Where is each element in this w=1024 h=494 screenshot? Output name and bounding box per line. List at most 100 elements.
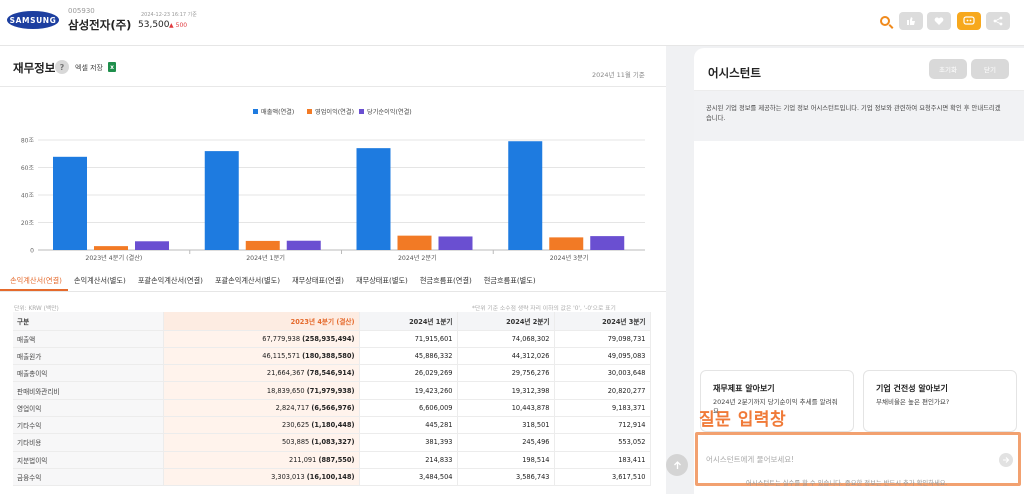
close-button[interactable]: 닫기 [971,59,1009,79]
reset-button[interactable]: 초기화 [929,59,967,79]
search-icon [880,16,890,26]
scroll-top-button[interactable] [666,454,688,476]
tab-statement[interactable]: 손익계산서(별도) [73,276,126,285]
divider [694,90,1024,91]
cell-value: 198,514 [457,451,555,469]
scope-note: *단위 기준 소수점 생략 자리 이하의 값은 '0', '-0'으로 표기 [472,306,616,312]
table-row: 기타수익 230,625 (1,180,448) 445,281 318,501 712… [13,416,651,435]
row-label: 금융수익 [13,468,164,487]
column-header: 2024년 2분기 [457,312,555,331]
suggestion-title: 재무제표 알아보기 [713,384,775,393]
search-button[interactable] [876,12,894,30]
x-tick-label: 2024년 2분기 [398,254,437,262]
ai-assistant-icon [963,16,975,25]
y-tick-label: 80조 [21,138,35,145]
legend-label: 당기순이익(연결) [367,108,412,116]
assistant-intro: 공시된 기업 정보를 제공하는 기업 정보 어시스턴트입니다. 기업 정보와 관… [706,105,1001,122]
cell-value: 29,756,276 [457,364,555,383]
cell-value: 712,914 [554,416,651,435]
y-tick-label: 60조 [21,165,35,172]
cell-annual-value: (16,100,148) [306,473,355,482]
bar [94,246,128,250]
cell-value: 211,091 (887,550) [163,451,360,469]
up-arrow-icon: ▲ [169,22,174,29]
cell-value: 18,839,650 (71,979,938) [163,381,360,400]
cell-quarter-value: 46,115,571 [262,351,301,360]
tab-statement[interactable]: 손익계산서(연결) [0,272,68,291]
as-of-date: 2024년 11월 기준 [592,71,645,79]
y-tick-label: 0 [30,248,34,255]
cell-value: 6,606,009 [359,399,458,417]
cell-annual-value: (78,546,914) [306,369,355,378]
cell-value: 20,820,277 [554,381,651,400]
arrow-up-icon [673,460,681,469]
y-tick-label: 40조 [21,193,35,200]
x-tick-label: 2023년 4분기 (결산) [85,254,142,262]
tab-statement[interactable]: 재무상태표(연결) [292,276,344,285]
suggestion-card-financials[interactable]: 재무제표 알아보기 2024년 2분기까지 당기순이익 추세를 알려줘요 [700,370,854,432]
cell-annual-value: (180,388,580) [302,351,355,360]
bar [286,240,321,250]
cell-value: 45,886,332 [359,347,458,366]
cell-value: 3,586,743 [457,468,555,487]
legend-label: 영업이익(연결) [315,108,354,116]
column-header: 구분 [13,312,164,331]
assistant-title: 어시스턴트 [708,66,761,80]
chat-input[interactable] [706,449,1002,469]
bar [590,236,625,250]
company-logo: SAMSUNG [7,11,59,29]
cell-value: 381,393 [359,433,458,452]
cell-value: 2,824,717 (6,566,976) [163,399,360,417]
excel-download-button[interactable]: 엑셀 저장 [75,64,103,72]
row-label: 기타수익 [13,416,164,435]
send-button[interactable] [999,453,1013,467]
price-change-value: 500 [175,22,188,29]
suggestion-card-soundness[interactable]: 기업 건전성 알아보기 부채비율은 높은 편인가요? [863,370,1017,432]
legend-label: 매출액(연결) [261,108,294,116]
tab-statement[interactable]: 포괄손익계산서(연결) [137,276,203,285]
stock-price: 53,500 [138,20,170,30]
x-tick-label: 2024년 3분기 [550,254,589,262]
assistant-disclaimer: 어시스턴트는 실수를 할 수 있습니다. 중요한 정보는 반드시 추가 확인하세… [746,480,948,487]
thumb-up-icon [907,17,915,25]
tab-statement[interactable]: 포괄손익계산서(별도) [214,276,281,285]
cell-value: 21,664,367 (78,546,914) [163,364,360,383]
cell-value: 10,443,878 [457,399,555,417]
send-icon [1003,457,1010,463]
tab-statement[interactable]: 현금흐름표(별도) [483,276,536,285]
excel-icon[interactable]: x [108,62,116,72]
bar [204,151,239,250]
share-button[interactable] [986,12,1010,30]
table-row: 영업이익 2,824,717 (6,566,976) 6,606,009 10,443… [13,399,651,417]
cell-value: 3,303,013 (16,100,148) [163,468,360,487]
legend-swatch [253,109,258,114]
divider [0,86,666,87]
tab-statement[interactable]: 재무상태표(별도) [355,276,408,285]
help-icon[interactable]: ? [55,60,69,74]
cell-quarter-value: 18,839,650 [266,386,305,395]
cell-quarter-value: 3,303,013 [271,473,305,482]
favorite-button[interactable] [927,12,951,30]
cell-value: 46,115,571 (180,388,580) [163,347,360,366]
like-button[interactable] [899,12,923,30]
tab-statement[interactable]: 현금흐름표(연결) [419,276,472,285]
cell-annual-value: (6,566,976) [311,403,355,412]
cell-annual-value: (1,180,448) [311,421,355,430]
cell-quarter-value: 503,885 [281,438,310,447]
assistant-panel: 어시스턴트 초기화 닫기 공시된 기업 정보를 제공하는 기업 정보 어시스턴트… [694,48,1024,494]
ai-assistant-button[interactable] [957,12,981,30]
chat-input-box [695,432,1021,486]
y-tick-label: 20조 [21,220,35,227]
column-header: 2024년 1분기 [359,312,458,331]
cell-value: 230,625 (1,180,448) [163,416,360,435]
cell-value: 74,068,302 [457,330,555,348]
panel-title: 재무정보 [13,61,56,75]
cell-value: 30,003,648 [554,364,651,383]
cell-value: 19,423,260 [359,381,458,400]
table-row: 지분법이익 211,091 (887,550) 214,833 198,514 183,… [13,451,651,469]
financial-info-panel: 재무정보 ? 엑셀 저장 x 2024년 11월 기준 0 20조 40조 60조 80… [0,46,666,494]
bar [356,148,391,250]
price-change: ▲ 500 [169,22,187,29]
top-header: SAMSUNG 005930 삼성전자(주) 2024-12-23 16:17 … [0,0,1024,46]
cell-quarter-value: 67,779,938 [262,334,301,343]
